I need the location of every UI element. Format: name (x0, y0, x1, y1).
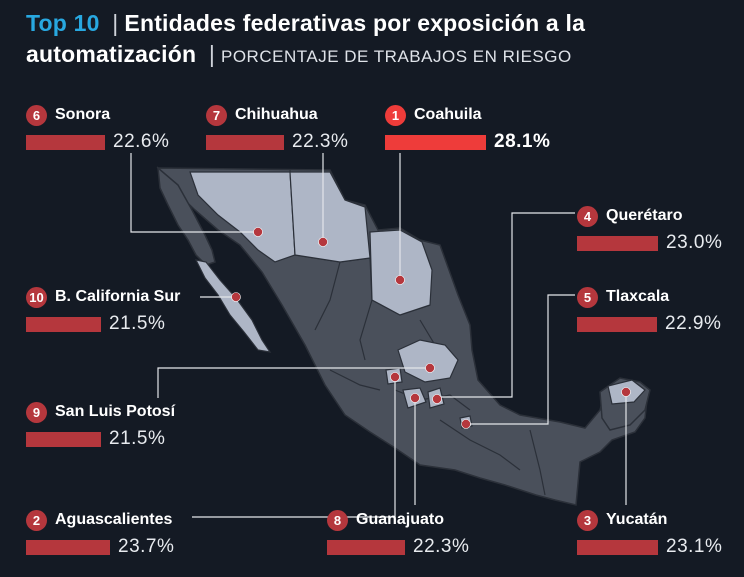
label-head: 9 San Luis Potosí (26, 400, 175, 424)
label-san-luis-potos-: 9 San Luis Potosí 21.5% (26, 400, 175, 450)
dot-bcs (231, 292, 241, 302)
bar-row: 22.6% (26, 131, 169, 153)
value-label: 22.6% (113, 131, 170, 152)
bar-row: 21.5% (26, 313, 180, 335)
bar-row: 22.9% (577, 313, 721, 335)
bar (577, 235, 658, 251)
state-name: San Luis Potosí (55, 403, 176, 420)
label-head: 5 Tlaxcala (577, 285, 721, 309)
bar (206, 134, 284, 150)
rank-badge: 3 (577, 509, 598, 531)
bar (385, 134, 486, 150)
value-label: 22.9% (665, 313, 722, 334)
rank-badge: 2 (26, 509, 47, 531)
rank-badge: 6 (26, 104, 47, 126)
bar-row: 21.5% (26, 428, 175, 450)
state-name: Querétaro (606, 207, 683, 224)
bar-row: 23.0% (577, 232, 722, 254)
dot-coahuila (395, 275, 405, 285)
bar (26, 316, 101, 332)
value-label: 22.3% (292, 131, 349, 152)
label-coahuila: 1 Coahuila 28.1% (385, 103, 550, 153)
rank-badge: 8 (327, 509, 348, 531)
label-head: 4 Querétaro (577, 204, 722, 228)
title-separator: | (112, 10, 119, 36)
label-head: 10 B. California Sur (26, 285, 180, 309)
dot-yucatan (621, 387, 631, 397)
label-head: 1 Coahuila (385, 103, 550, 127)
label-head: 8 Guanajuato (327, 508, 469, 532)
value-label: 28.1% (494, 131, 551, 152)
state-coahuila (369, 229, 433, 316)
bar (327, 539, 405, 555)
leader-aguascalientes (192, 377, 396, 518)
state-name: Aguascalientes (55, 511, 173, 528)
dot-sonora (253, 227, 263, 237)
state-chihuahua (289, 171, 371, 263)
rank-badge: 4 (577, 205, 598, 227)
dot-guanajuato (410, 393, 420, 403)
bar (26, 539, 110, 555)
label-quer-taro: 4 Querétaro 23.0% (577, 204, 722, 254)
leader-sonora (130, 153, 258, 233)
dot-slp (425, 363, 435, 373)
rank-badge: 10 (26, 286, 47, 308)
dot-tlaxcala (461, 419, 471, 429)
subtitle-separator: | (208, 41, 215, 67)
top-label: Top 10 (26, 10, 100, 36)
state-name: Coahuila (414, 106, 482, 123)
label-aguascalientes: 2 Aguascalientes 23.7% (26, 508, 174, 558)
bar (26, 431, 101, 447)
bar (26, 134, 105, 150)
dot-queretaro (432, 394, 442, 404)
state-name: Yucatán (606, 511, 668, 528)
state-name: Tlaxcala (606, 288, 670, 305)
leader-queretaro (437, 212, 575, 398)
state-name: Guanajuato (356, 511, 445, 528)
bar-row: 22.3% (206, 131, 348, 153)
rank-badge: 1 (385, 104, 406, 126)
bar (577, 539, 658, 555)
label-b-california-sur: 10 B. California Sur 21.5% (26, 285, 180, 335)
bar-row: 28.1% (385, 131, 550, 153)
state-slp (397, 339, 459, 383)
label-head: 3 Yucatán (577, 508, 722, 532)
state-name: B. California Sur (55, 288, 181, 305)
label-head: 7 Chihuahua (206, 103, 348, 127)
leader-tlaxcala (466, 294, 575, 425)
value-label: 21.5% (109, 428, 166, 449)
bar (577, 316, 657, 332)
bar-row: 22.3% (327, 536, 469, 558)
title-text: Entidades federativas por exposición a l… (26, 10, 586, 67)
label-tlaxcala: 5 Tlaxcala 22.9% (577, 285, 721, 335)
subtitle-text: PORCENTAJE DE TRABAJOS EN RIESGO (221, 47, 572, 66)
label-sonora: 6 Sonora 22.6% (26, 103, 169, 153)
bar-row: 23.7% (26, 536, 174, 558)
chart-title: Top 10 | Entidades federativas por exposi… (26, 8, 726, 72)
label-head: 6 Sonora (26, 103, 169, 127)
dot-chihuahua (318, 237, 328, 247)
value-label: 22.3% (413, 536, 470, 557)
rank-badge: 9 (26, 401, 47, 423)
value-label: 21.5% (109, 313, 166, 334)
bar-row: 23.1% (577, 536, 722, 558)
label-chihuahua: 7 Chihuahua 22.3% (206, 103, 348, 153)
state-bcs (194, 259, 272, 353)
state-name: Chihuahua (235, 106, 318, 123)
label-head: 2 Aguascalientes (26, 508, 174, 532)
value-label: 23.1% (666, 536, 723, 557)
leader-slp (157, 367, 430, 398)
value-label: 23.7% (118, 536, 175, 557)
value-label: 23.0% (666, 232, 723, 253)
dot-aguascalientes (390, 372, 400, 382)
state-name: Sonora (55, 106, 111, 123)
rank-badge: 7 (206, 104, 227, 126)
label-yucat-n: 3 Yucatán 23.1% (577, 508, 722, 558)
label-guanajuato: 8 Guanajuato 22.3% (327, 508, 469, 558)
rank-badge: 5 (577, 286, 598, 308)
